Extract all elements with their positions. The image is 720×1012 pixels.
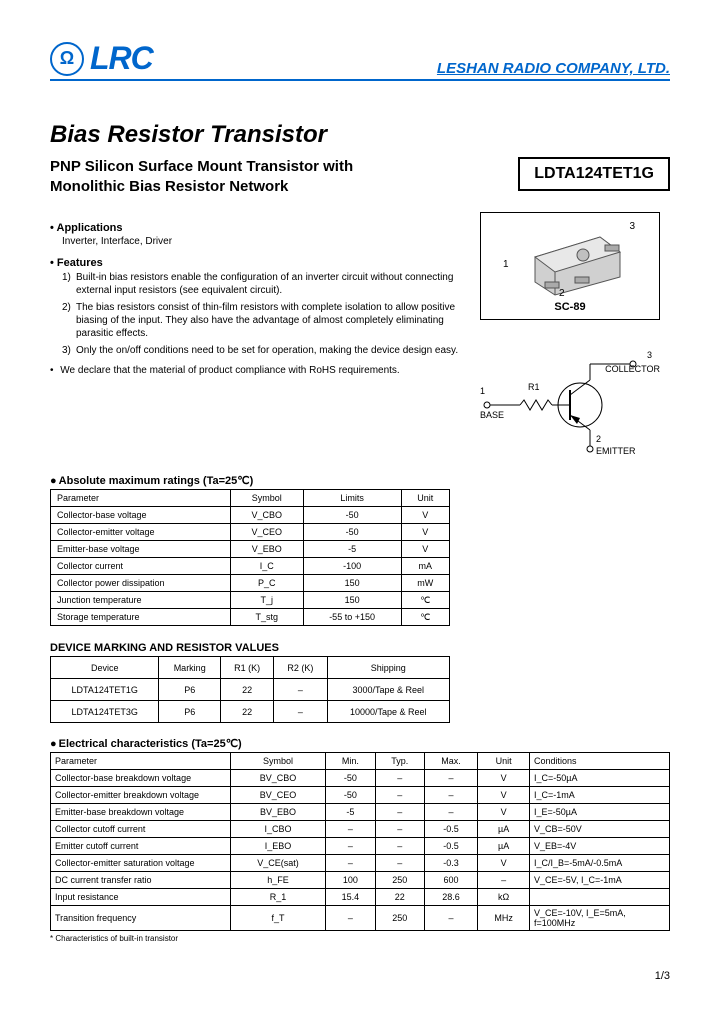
col-limits: Limits bbox=[303, 490, 401, 507]
feature-item: Built-in bias resistors enable the confi… bbox=[62, 271, 460, 297]
table-row: Emitter cutoff currentI_EBO––-0.5µAV_EB=… bbox=[51, 838, 670, 855]
table-row: Junction temperatureT_j150℃ bbox=[51, 592, 450, 609]
table-row: DC current transfer ratioh_FE100250600–V… bbox=[51, 872, 670, 889]
package-outline-box: 1 2 3 SC-89 bbox=[480, 212, 660, 320]
dev-marking-table: Device Marking R1 (K) R2 (K) Shipping LD… bbox=[50, 656, 450, 723]
subtitle-row: PNP Silicon Surface Mount Transistor wit… bbox=[50, 157, 670, 196]
col-shipping: Shipping bbox=[327, 657, 449, 679]
subtitle: PNP Silicon Surface Mount Transistor wit… bbox=[50, 157, 410, 196]
col-unit: Unit bbox=[401, 490, 449, 507]
applications-head: Applications bbox=[50, 222, 460, 234]
table-header-row: Parameter Symbol Limits Unit bbox=[51, 490, 450, 507]
body-area: Applications Inverter, Interface, Driver… bbox=[50, 212, 670, 460]
circuit-emitter-label: EMITTER bbox=[596, 446, 636, 456]
table-row: Collector power dissipationP_C150mW bbox=[51, 575, 450, 592]
right-column: 1 2 3 SC-89 bbox=[480, 212, 670, 460]
page-number: 1/3 bbox=[655, 970, 670, 982]
circuit-pin3-num: 3 bbox=[647, 350, 652, 360]
table-row: LDTA124TET3GP622–10000/Tape & Reel bbox=[51, 701, 450, 723]
circuit-r1-label: R1 bbox=[528, 382, 540, 392]
applications-text: Inverter, Interface, Driver bbox=[62, 236, 460, 247]
pkg-pin2: 2 bbox=[559, 288, 565, 299]
table-row: Collector-emitter voltageV_CEO-50V bbox=[51, 524, 450, 541]
features-list: Built-in bias resistors enable the confi… bbox=[62, 271, 460, 357]
col-device: Device bbox=[51, 657, 159, 679]
table-row: Collector currentI_C-100mA bbox=[51, 558, 450, 575]
elec-title: Electrical characteristics (Ta=25℃) bbox=[50, 737, 670, 750]
circuit-pin1-num: 1 bbox=[480, 386, 485, 396]
package-label: SC-89 bbox=[481, 301, 659, 313]
abs-ratings-title: Absolute maximum ratings (Ta=25℃) bbox=[50, 474, 670, 487]
pkg-pin1: 1 bbox=[503, 259, 509, 270]
page-header: Ω LRC LESHAN RADIO COMPANY, LTD. bbox=[50, 40, 670, 81]
table-row: Emitter-base breakdown voltageBV_EBO-5––… bbox=[51, 804, 670, 821]
table-header-row: Device Marking R1 (K) R2 (K) Shipping bbox=[51, 657, 450, 679]
table-row: Collector-base voltageV_CBO-50V bbox=[51, 507, 450, 524]
features-head: Features bbox=[50, 257, 460, 269]
table-row: Transition frequencyf_T–250–MHzV_CE=-10V… bbox=[51, 906, 670, 931]
feature-item: The bias resistors consist of thin-film … bbox=[62, 301, 460, 340]
pkg-pin3: 3 bbox=[629, 221, 635, 232]
logo-text: LRC bbox=[90, 40, 153, 77]
logo-block: Ω LRC bbox=[50, 40, 153, 77]
left-column: Applications Inverter, Interface, Driver… bbox=[50, 212, 460, 460]
table-row: Input resistanceR_115.42228.6kΩ bbox=[51, 889, 670, 906]
elec-table: Parameter Symbol Min. Typ. Max. Unit Con… bbox=[50, 752, 670, 931]
table-row: Collector-emitter saturation voltageV_CE… bbox=[51, 855, 670, 872]
abs-ratings-table: Parameter Symbol Limits Unit Collector-b… bbox=[50, 489, 450, 626]
part-number-box: LDTA124TET1G bbox=[518, 157, 670, 191]
table-row: Collector-base breakdown voltageBV_CBO-5… bbox=[51, 770, 670, 787]
table-row: Storage temperatureT_stg-55 to +150℃ bbox=[51, 609, 450, 626]
table-row: Collector-emitter breakdown voltageBV_CE… bbox=[51, 787, 670, 804]
logo-icon: Ω bbox=[50, 42, 84, 76]
company-name: LESHAN RADIO COMPANY, LTD. bbox=[437, 60, 670, 77]
col-marking: Marking bbox=[159, 657, 221, 679]
table-row: Collector cutoff currentI_CBO––-0.5µAV_C… bbox=[51, 821, 670, 838]
table-row: Emitter-base voltageV_EBO-5V bbox=[51, 541, 450, 558]
col-r1: R1 (K) bbox=[220, 657, 273, 679]
col-symbol: Symbol bbox=[231, 490, 304, 507]
col-parameter: Parameter bbox=[51, 490, 231, 507]
feature-item: Only the on/off conditions need to be se… bbox=[62, 344, 460, 357]
table-row: LDTA124TET1GP622–3000/Tape & Reel bbox=[51, 679, 450, 701]
rohs-statement: We declare that the material of product … bbox=[62, 365, 460, 376]
circuit-diagram: 1 BASE R1 3 COLLECTOR 2 EMITTER bbox=[480, 350, 660, 460]
col-r2: R2 (K) bbox=[274, 657, 327, 679]
circuit-pin2-num: 2 bbox=[596, 434, 601, 444]
main-title: Bias Resistor Transistor bbox=[50, 121, 670, 149]
circuit-collector-label: COLLECTOR bbox=[605, 364, 660, 374]
circuit-base-label: BASE bbox=[480, 410, 504, 420]
dev-marking-title: DEVICE MARKING AND RESISTOR VALUES bbox=[50, 642, 670, 654]
elec-footnote: * Characteristics of built-in transistor bbox=[50, 934, 670, 943]
package-icon bbox=[505, 227, 635, 297]
table-header-row: Parameter Symbol Min. Typ. Max. Unit Con… bbox=[51, 753, 670, 770]
